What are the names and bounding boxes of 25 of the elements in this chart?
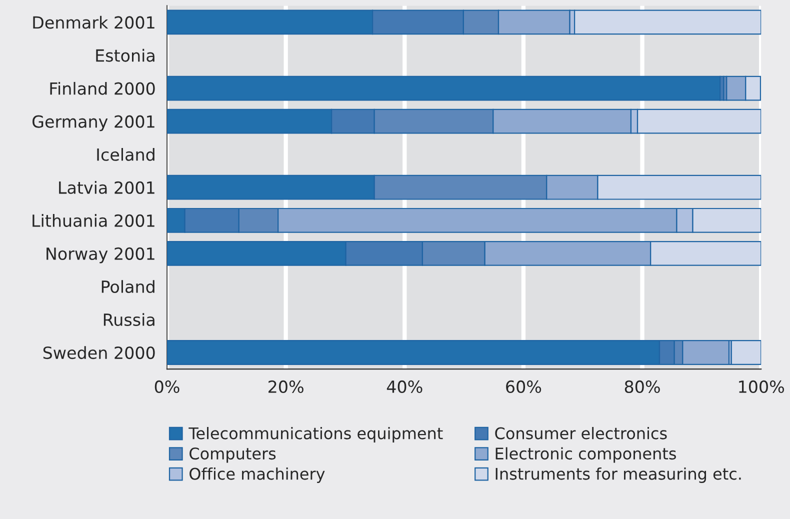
y-tick-label: Russia — [104, 313, 154, 326]
y-tick-label: Iceland — [97, 148, 154, 161]
y-tick-label: Denmark 2001 — [33, 16, 154, 29]
x-tick-label: 60% — [506, 380, 542, 394]
y-tick-label: Sweden 2000 — [43, 346, 155, 360]
legend-label: Instruments for measuring etc. — [496, 467, 741, 483]
y-tick-label: Germany 2001 — [32, 115, 154, 132]
x-tick-label: 0% — [154, 380, 180, 394]
x-tick-label: 80% — [624, 380, 660, 394]
bar — [167, 76, 721, 101]
x-tick-label: 40% — [386, 380, 422, 394]
legend-label: Electronic components — [496, 447, 676, 463]
y-tick-label: Estonia — [96, 48, 154, 62]
legend-label: Telecommunications equipment — [188, 426, 443, 442]
x-tick-label: 100% — [739, 380, 784, 394]
legend-label: Consumer electronics — [495, 426, 667, 440]
y-tick-label: Poland — [102, 280, 154, 294]
y-tick-label: Lithuania 2001 — [32, 214, 154, 227]
bar — [730, 340, 762, 365]
y-tick-label: Finland 2000 — [50, 82, 155, 95]
legend-label: Office machinery — [190, 467, 325, 483]
y-tick-label: Latvia 2001 — [59, 181, 154, 194]
y-tick-label: Norway 2001 — [46, 247, 154, 264]
legend-label: Computers — [190, 448, 276, 463]
x-tick-label: 20% — [268, 380, 304, 394]
